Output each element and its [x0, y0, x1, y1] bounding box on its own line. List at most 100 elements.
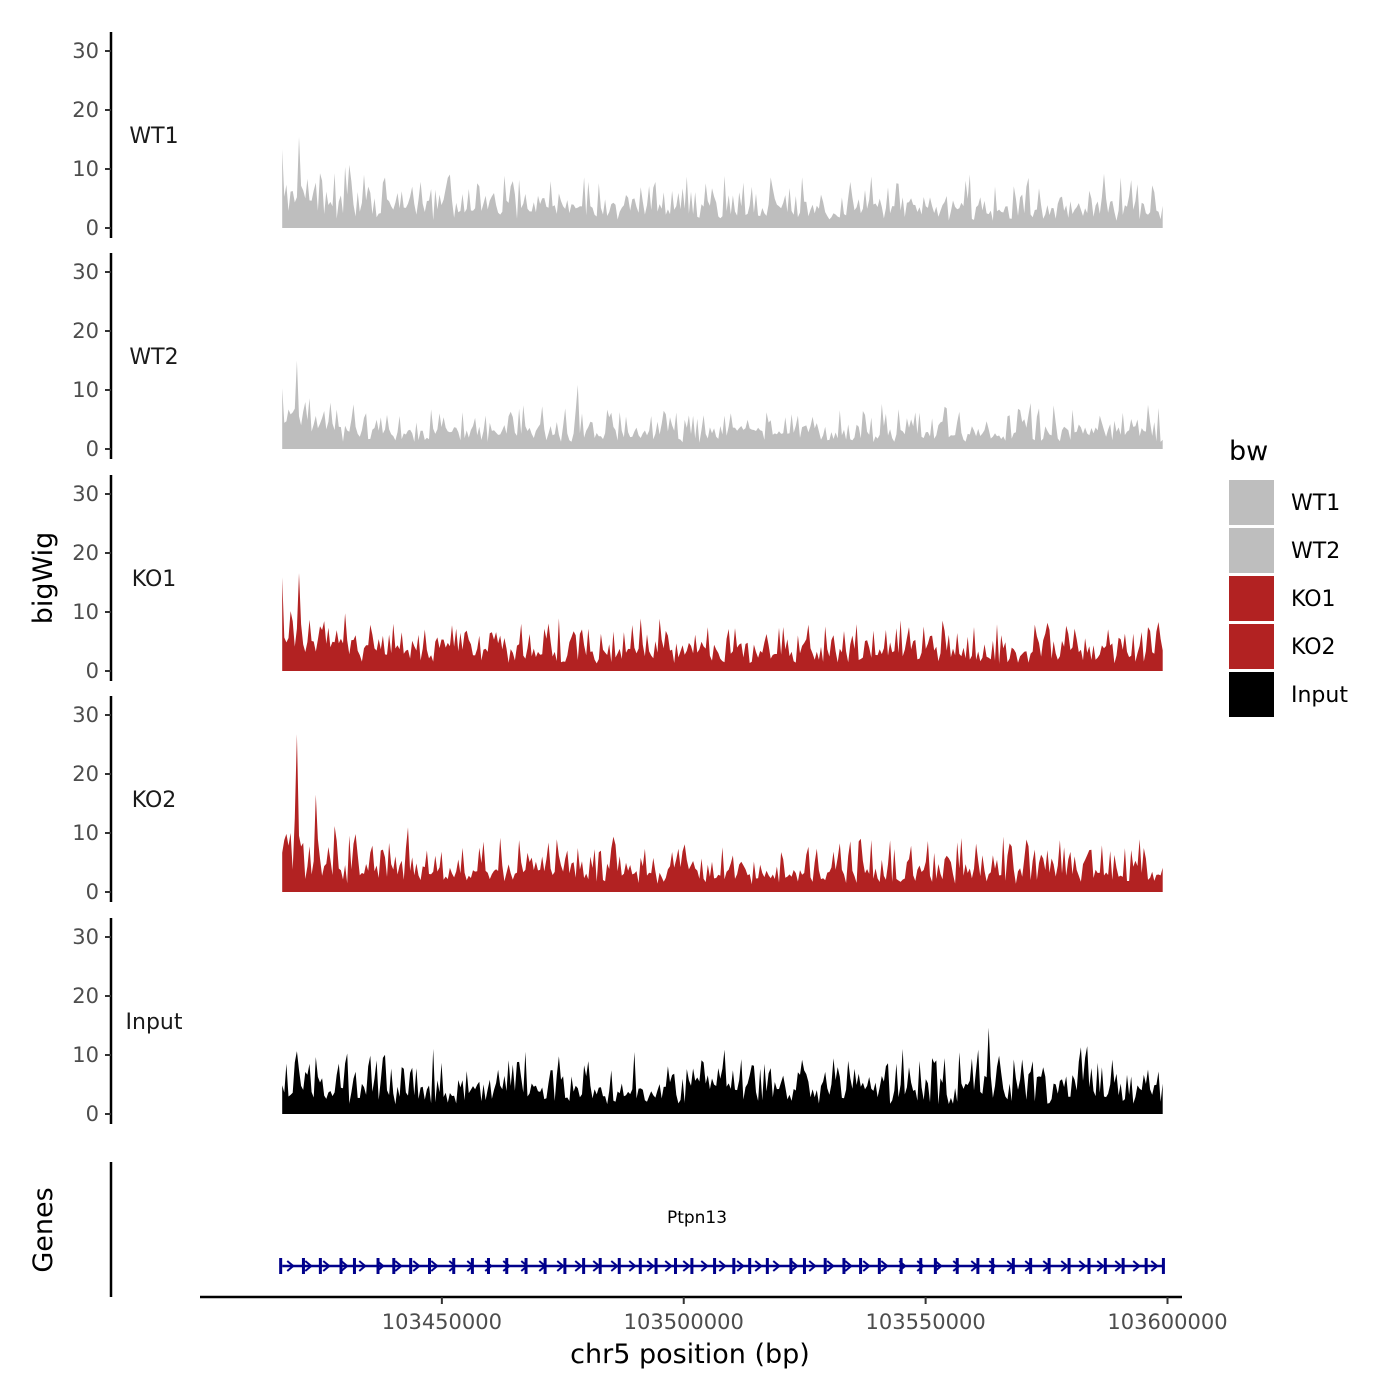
- gene-strand-arrow: [1060, 1260, 1069, 1272]
- track-label-wt2: WT2: [129, 345, 178, 370]
- y-tick-label: 0: [86, 880, 99, 904]
- coverage-area-wt1: [282, 136, 1163, 228]
- y-tick-label: 30: [72, 39, 99, 63]
- gene-strand-arrow: [790, 1260, 799, 1272]
- y-tick-label: 30: [72, 925, 99, 949]
- gene-strand-arrow: [988, 1260, 997, 1272]
- x-axis-ticks: 103450000 103500000 103550000 103600000: [382, 1297, 1228, 1334]
- gene-strand-arrow: [448, 1260, 457, 1272]
- legend-key-wt1: [1229, 480, 1274, 525]
- gene-exon: [991, 1258, 995, 1274]
- x-axis-title: chr5 position (bp): [570, 1339, 810, 1370]
- gene-strand-arrow: [340, 1260, 349, 1272]
- gene-exon: [409, 1258, 413, 1274]
- legend: bw WT1 WT2 KO1 KO2 Input: [1229, 436, 1348, 717]
- gene-strand-arrow: [610, 1260, 619, 1272]
- gene-strand-arrow: [1042, 1260, 1051, 1272]
- y-tick-label: 0: [86, 1102, 99, 1126]
- y-tick-label: 20: [72, 984, 99, 1008]
- coverage-area-ko1: [282, 573, 1163, 671]
- track-label-ko2: KO2: [132, 788, 177, 813]
- y-tick-label: 20: [72, 762, 99, 786]
- gene-strand-arrow: [322, 1260, 331, 1272]
- y-tick-label: 20: [72, 98, 99, 122]
- gene-strand-arrow: [286, 1260, 295, 1272]
- gene-exon: [1161, 1258, 1165, 1274]
- gene-strand-arrow: [1096, 1260, 1105, 1272]
- gene-exon: [1087, 1258, 1091, 1274]
- gene-strand-arrow: [754, 1260, 763, 1272]
- x-tick-label: 103450000: [382, 1310, 502, 1334]
- genes-axis-title: Genes: [28, 1187, 59, 1272]
- gene-exon: [1103, 1258, 1107, 1274]
- gene-strand-arrow: [970, 1260, 979, 1272]
- gene-strand-arrow: [862, 1260, 871, 1272]
- y-tick-label: 0: [86, 437, 99, 461]
- gene-exon: [505, 1258, 509, 1274]
- gene-exon: [301, 1258, 305, 1274]
- coverage-area-input: [282, 1027, 1163, 1114]
- gene-strand-arrow: [466, 1260, 475, 1272]
- legend-label-input: Input: [1291, 683, 1348, 708]
- gene-strand-arrow: [844, 1260, 853, 1272]
- gene-exon: [955, 1258, 959, 1274]
- gene-strand-arrow: [700, 1260, 709, 1272]
- gene-exon: [919, 1258, 923, 1274]
- legend-items: WT1 WT2 KO1 KO2 Input: [1229, 480, 1348, 717]
- gene-strand-arrow: [304, 1260, 313, 1272]
- gene-exon: [933, 1258, 937, 1274]
- gene-exon: [823, 1258, 827, 1274]
- coverage-tracks: 0 10 20 30 WT1 0 10 20 30 WT2 0 10 20 30 KO1 0 10 20 30 KO2…: [72, 32, 1163, 1126]
- gene-strand-arrow: [808, 1260, 817, 1272]
- y-tick-label: 10: [72, 1043, 99, 1067]
- legend-label-ko2: KO2: [1291, 635, 1336, 660]
- gene-strand-arrow: [718, 1260, 727, 1272]
- gene-strand-arrow: [898, 1260, 907, 1272]
- gene-strand-arrow: [1114, 1260, 1123, 1272]
- y-tick-label: 20: [72, 541, 99, 565]
- track-label-input: Input: [126, 1010, 183, 1035]
- gene-exon: [486, 1258, 490, 1274]
- gene-strand-arrow: [538, 1260, 547, 1272]
- gene-strand-arrow: [358, 1260, 367, 1272]
- gene-strand-arrow: [1150, 1260, 1159, 1272]
- x-axis: 103450000 103500000 103550000 103600000 chr…: [200, 1295, 1228, 1370]
- legend-key-wt2: [1229, 528, 1274, 573]
- y-axis-title: bigWig: [28, 532, 59, 625]
- y-tick-label: 0: [86, 216, 99, 240]
- y-tick-label: 30: [72, 260, 99, 284]
- legend-key-ko2: [1229, 624, 1274, 669]
- gene-exon: [428, 1258, 432, 1274]
- gene-strand-arrow: [628, 1260, 637, 1272]
- legend-key-ko1: [1229, 576, 1274, 621]
- gene-strand-arrow: [1132, 1260, 1141, 1272]
- gene-strand-arrow: [1024, 1260, 1033, 1272]
- gene-exon: [563, 1258, 567, 1274]
- gene-exon: [582, 1258, 586, 1274]
- gene-exon: [352, 1258, 356, 1274]
- x-tick-label: 103600000: [1107, 1310, 1227, 1334]
- track-wt2: 0 10 20 30 WT2: [72, 253, 1163, 461]
- gene-exon: [899, 1258, 903, 1274]
- gene-exon: [339, 1258, 343, 1274]
- track-input: 0 10 20 30 Input: [72, 918, 1163, 1126]
- gene-strand-arrow: [880, 1260, 889, 1272]
- gene-exon: [789, 1258, 793, 1274]
- gene-strand-arrow: [412, 1260, 421, 1272]
- gene-exon: [617, 1258, 621, 1274]
- y-tick-label: 0: [86, 659, 99, 683]
- gene-strand-arrow: [682, 1260, 691, 1272]
- gene-exon: [674, 1258, 678, 1274]
- gene-exon: [392, 1258, 396, 1274]
- gene-exon: [859, 1258, 863, 1274]
- x-tick-label: 103500000: [624, 1310, 744, 1334]
- gene-strand-arrow: [646, 1260, 655, 1272]
- gene-exon: [638, 1258, 642, 1274]
- y-tick-label: 10: [72, 157, 99, 181]
- gene-strand-arrow: [520, 1260, 529, 1272]
- legend-label-wt1: WT1: [1291, 491, 1340, 516]
- gene-name-label: Ptpn13: [667, 1208, 727, 1228]
- coverage-area-ko2: [282, 734, 1163, 892]
- gene-exon: [654, 1258, 658, 1274]
